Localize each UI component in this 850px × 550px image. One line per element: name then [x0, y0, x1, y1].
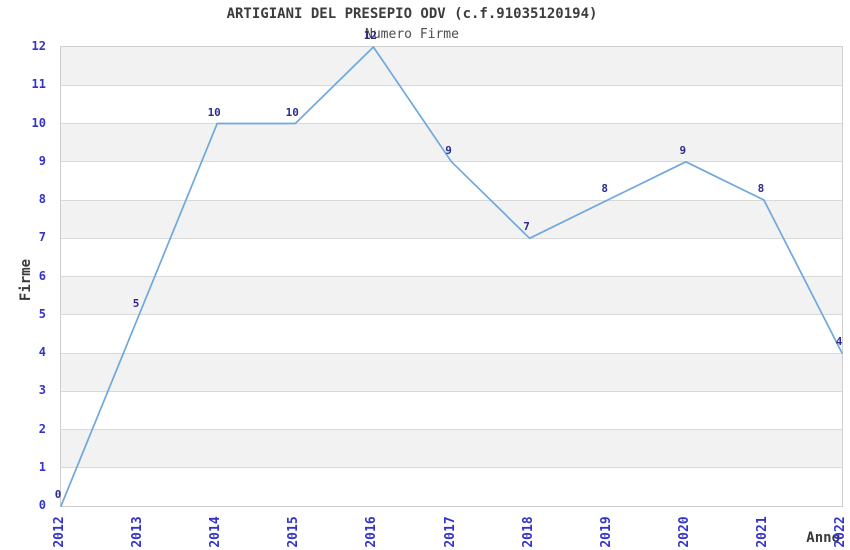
alternating-band [61, 47, 842, 86]
y-tick-label: 1 [38, 459, 46, 474]
horizontal-gridline [61, 123, 842, 124]
y-tick-label: 10 [31, 115, 46, 130]
data-point-label: 0 [54, 488, 62, 501]
horizontal-gridline [61, 84, 842, 86]
data-point-label: 10 [207, 105, 221, 119]
horizontal-gridline [61, 276, 842, 277]
line-series-svg [60, 46, 843, 507]
data-point-label: 5 [132, 296, 140, 310]
y-tick-label: 9 [38, 153, 46, 168]
alternating-band [61, 353, 842, 392]
horizontal-gridline [61, 467, 842, 469]
x-tick-label: 2013 [130, 516, 146, 548]
horizontal-gridline [61, 352, 842, 354]
chart-subtitle: Numero Firme [365, 27, 459, 42]
series-line [60, 46, 843, 507]
y-tick-label: 12 [31, 39, 46, 53]
horizontal-gridline [61, 237, 842, 239]
alternating-band [61, 200, 842, 239]
data-point-label: 8 [757, 182, 765, 195]
data-point-label: 8 [601, 182, 608, 195]
data-point-label: 9 [445, 143, 452, 157]
alternating-band [61, 123, 842, 162]
y-tick-label: 8 [38, 192, 46, 206]
plot-area [60, 46, 843, 507]
x-tick-label: 2022 [833, 516, 848, 548]
y-tick-label: 5 [38, 306, 46, 321]
data-point-label: 7 [523, 220, 530, 234]
data-point-label: 9 [679, 143, 687, 157]
x-tick-label: 2012 [52, 516, 67, 548]
alternating-band [61, 429, 842, 468]
horizontal-gridline [61, 390, 842, 392]
chart-title: ARTIGIANI DEL PRESEPIO ODV (c.f.91035120… [226, 6, 598, 22]
horizontal-gridline [61, 429, 842, 430]
x-tick-label: 2019 [598, 516, 614, 548]
y-tick-label: 6 [38, 268, 46, 283]
x-axis-title: Anno [806, 530, 840, 546]
data-point-label: 12 [363, 29, 378, 42]
data-point-label: 4 [835, 335, 843, 348]
y-tick-label: 3 [38, 383, 46, 398]
horizontal-gridline [61, 199, 842, 201]
x-tick-label: 2018 [520, 516, 536, 548]
x-tick-label: 2021 [754, 516, 770, 548]
x-tick-label: 2020 [676, 516, 692, 548]
horizontal-gridline [61, 314, 842, 316]
alternating-band [61, 276, 842, 315]
x-tick-label: 2016 [364, 516, 380, 548]
y-tick-label: 4 [38, 345, 46, 359]
x-tick-label: 2017 [442, 516, 458, 548]
y-tick-label: 2 [38, 421, 46, 436]
x-tick-label: 2015 [286, 516, 302, 548]
y-tick-label: 0 [38, 498, 46, 512]
y-tick-label: 7 [38, 230, 46, 245]
y-tick-label: 11 [31, 77, 46, 92]
data-point-label: 10 [285, 105, 299, 119]
x-tick-label: 2014 [208, 516, 224, 548]
